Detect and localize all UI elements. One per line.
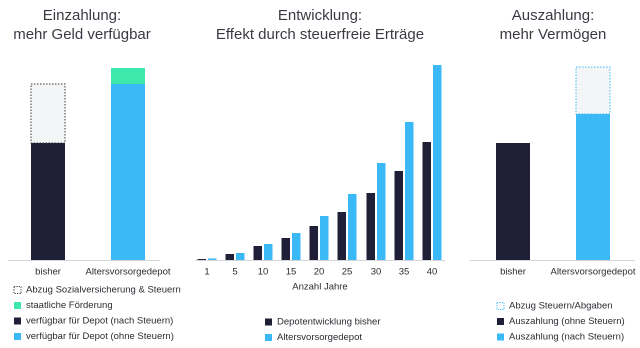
- legend-label: Auszahlung (nach Steuern): [509, 332, 624, 343]
- legend-label: Abzug Steuern/Abgaben: [509, 301, 613, 312]
- bar-segment: [575, 66, 611, 115]
- legend-swatch: [13, 286, 22, 294]
- bar: [225, 254, 234, 260]
- bar-segment: [111, 84, 145, 260]
- x-tick-label: 15: [286, 267, 297, 278]
- x-tick-label: 40: [427, 267, 438, 278]
- legend-swatch: [497, 318, 504, 325]
- chart-title: Einzahlung:: [43, 7, 121, 24]
- legend-swatch: [265, 318, 272, 326]
- legend-label: Abzug Sozialversicherung & Steuern: [26, 285, 181, 296]
- x-tick-label: Altersvorsorgedepot: [85, 267, 170, 278]
- legend-label: staatliche Förderung: [26, 300, 113, 311]
- bar: [320, 216, 329, 260]
- x-tick-label: 20: [314, 267, 325, 278]
- bar: [422, 142, 431, 260]
- legend-swatch: [14, 333, 21, 340]
- bar: [292, 233, 301, 260]
- bar: [337, 212, 346, 260]
- legend-label: Auszahlung (ohne Steuern): [509, 316, 625, 327]
- chart-title: mehr Geld verfügbar: [13, 26, 151, 43]
- x-tick-label: 10: [258, 267, 269, 278]
- bar: [236, 253, 245, 260]
- bar: [197, 259, 206, 260]
- legend-label: verfügbar für Depot (ohne Steuern): [26, 331, 174, 342]
- legend-swatch: [14, 302, 21, 309]
- x-tick-label: 5: [232, 267, 237, 278]
- x-axis-label: Anzahl Jahre: [292, 282, 347, 293]
- legend-label: Depotentwicklung bisher: [277, 317, 381, 328]
- x-tick-label: 35: [399, 267, 410, 278]
- legend-swatch: [265, 334, 272, 341]
- bar: [281, 238, 290, 260]
- bar: [377, 163, 386, 260]
- bar-segment: [31, 143, 65, 260]
- bar-segment: [30, 83, 66, 144]
- chart-title: Entwicklung:: [278, 7, 362, 24]
- bar-segment: [496, 143, 530, 260]
- bar: [208, 258, 217, 260]
- bar: [309, 226, 318, 260]
- legend-swatch: [497, 333, 504, 341]
- x-tick-label: Altersvorsorgedepot: [550, 267, 635, 278]
- chart-title: Effekt durch steuerfreie Erträge: [216, 26, 424, 43]
- legend-swatch: [496, 302, 505, 310]
- bar: [366, 193, 375, 260]
- x-tick-label: 30: [371, 267, 382, 278]
- legend-swatch: [14, 317, 21, 325]
- bar: [394, 171, 403, 260]
- bar: [405, 122, 414, 260]
- chart-title: mehr Vermögen: [500, 26, 607, 43]
- bar: [253, 246, 262, 260]
- legend-label: Altersvorsorgedepot: [277, 332, 362, 343]
- legend-label: verfügbar für Depot (nach Steuern): [26, 316, 173, 327]
- bar: [433, 65, 442, 260]
- bar-segment: [111, 68, 145, 84]
- bar-segment: [576, 114, 610, 260]
- x-tick-label: bisher: [35, 267, 61, 278]
- bar: [348, 194, 357, 260]
- bar: [264, 244, 273, 260]
- x-tick-label: 25: [342, 267, 353, 278]
- chart-title: Auszahlung:: [512, 7, 595, 24]
- x-tick-label: 1: [204, 267, 209, 278]
- x-tick-label: bisher: [500, 267, 526, 278]
